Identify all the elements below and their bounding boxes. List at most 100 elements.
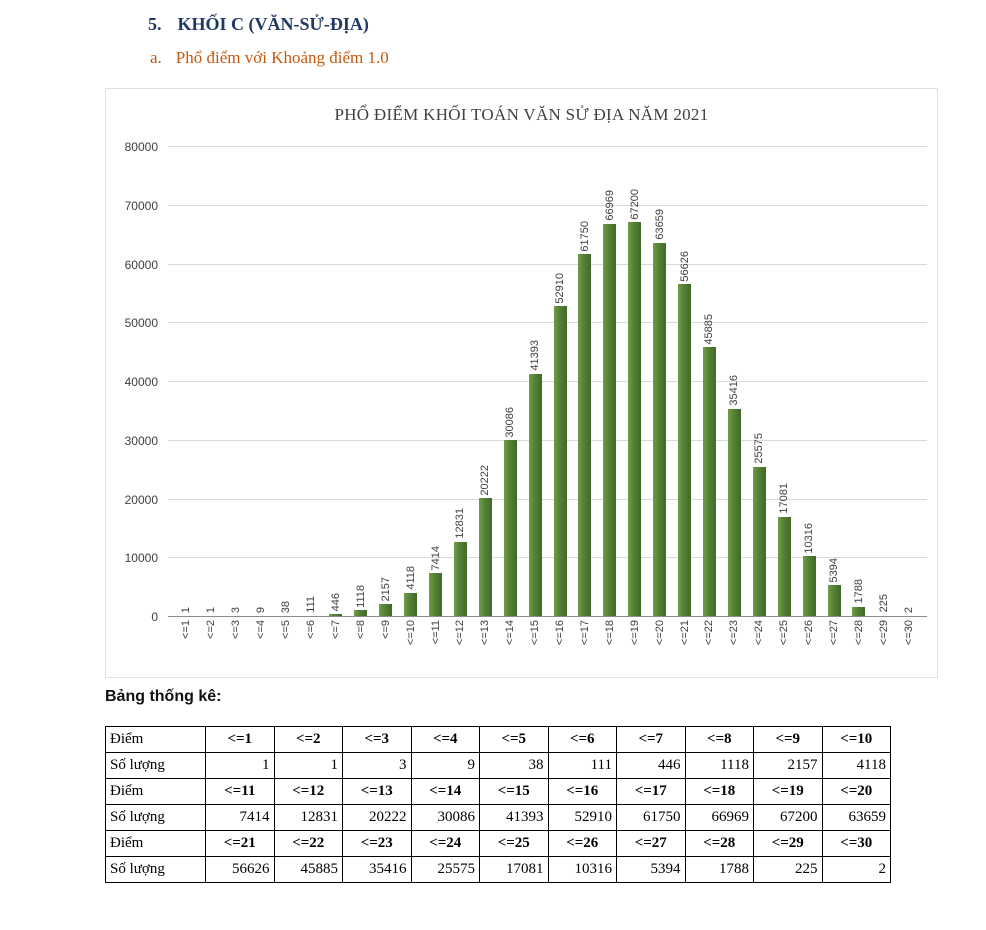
x-axis-label: <=12 bbox=[454, 620, 467, 646]
score-row-label: Điểm bbox=[105, 830, 206, 857]
subsection-letter: a. bbox=[150, 48, 162, 67]
bar-value-label: 20222 bbox=[479, 464, 492, 496]
bar-column: 1118 bbox=[348, 585, 373, 617]
x-axis-tick: <=15 bbox=[523, 620, 548, 678]
bar bbox=[453, 541, 467, 617]
gridline bbox=[168, 439, 927, 441]
bar-value-label: 4118 bbox=[404, 566, 417, 590]
bar-value-label: 3 bbox=[230, 606, 243, 613]
x-axis-label: <=30 bbox=[902, 620, 915, 646]
y-axis-label: 30000 bbox=[124, 433, 158, 448]
x-axis-tick: <=24 bbox=[747, 620, 772, 678]
bar bbox=[678, 284, 692, 617]
x-axis-tick: <=14 bbox=[498, 620, 523, 678]
score-cell: <=5 bbox=[479, 726, 549, 753]
bar-value-label: 25575 bbox=[753, 433, 766, 464]
x-axis-tick: <=23 bbox=[722, 620, 747, 678]
x-axis-label: <=22 bbox=[703, 620, 716, 646]
y-axis-label: 80000 bbox=[124, 140, 158, 154]
score-row: Điểm <=11 <=12 <=13 <=14 <=15 <=16 <=17 <=18 <=19… bbox=[105, 778, 891, 805]
x-axis-tick: <=2 bbox=[199, 620, 224, 678]
x-axis-tick: <=4 bbox=[249, 620, 274, 678]
bar-column: 30086 bbox=[498, 407, 523, 617]
count-cell: 4118 bbox=[821, 752, 891, 779]
x-axis-tick: <=8 bbox=[348, 620, 373, 678]
x-axis-label: <=3 bbox=[230, 620, 243, 639]
x-axis-tick: <=16 bbox=[548, 620, 573, 678]
x-axis-tick: <=20 bbox=[647, 620, 672, 678]
bar-value-label: 35416 bbox=[728, 375, 741, 406]
score-cell: <=16 bbox=[547, 778, 617, 805]
score-cell: <=19 bbox=[753, 778, 823, 805]
score-cell: <=3 bbox=[342, 726, 412, 753]
plot-wrap: 1 1 3 9 38 111 446 1118 2157 4118 7414 12831 20222 30… bbox=[168, 146, 927, 678]
score-cell: <=8 bbox=[684, 726, 754, 753]
bar-column: 63659 bbox=[647, 209, 672, 617]
bar-value-label: 63659 bbox=[653, 209, 666, 241]
y-axis-label: 50000 bbox=[124, 316, 158, 331]
score-cell: <=12 bbox=[273, 778, 343, 805]
bar-value-label: 446 bbox=[329, 593, 342, 612]
bar-column: 35416 bbox=[722, 375, 747, 617]
x-axis-tick: <=10 bbox=[398, 620, 423, 678]
count-row-label: Số lượng bbox=[105, 804, 206, 831]
x-axis-tick: <=11 bbox=[423, 620, 448, 678]
bar-value-label: 10316 bbox=[803, 522, 816, 554]
bar-column: 67200 bbox=[622, 189, 647, 617]
bar-column: 7414 bbox=[423, 546, 448, 617]
x-axis-tick: <=21 bbox=[672, 620, 697, 678]
y-axis-label: 20000 bbox=[124, 492, 158, 507]
x-axis-tick: <=7 bbox=[323, 620, 348, 678]
x-axis-line bbox=[168, 616, 927, 617]
score-cell: <=9 bbox=[753, 726, 823, 753]
bar-value-label: 12831 bbox=[454, 508, 467, 539]
x-axis-label: <=4 bbox=[255, 620, 268, 639]
count-row: Số lượng 7414 12831 20222 30086 41393 52910 617… bbox=[105, 804, 891, 831]
bar bbox=[777, 516, 791, 617]
y-axis-label: 70000 bbox=[124, 198, 158, 213]
bar-column: 45885 bbox=[697, 314, 722, 617]
bar bbox=[478, 498, 492, 617]
score-row: Điểm <=1 <=2 <=3 <=4 <=5 <=6 <=7 <=8 <=9 <=10 bbox=[105, 726, 891, 753]
bar bbox=[503, 440, 517, 617]
x-axis-label: <=26 bbox=[803, 620, 816, 646]
bar-column: 446 bbox=[323, 593, 348, 617]
score-cell: <=22 bbox=[273, 830, 343, 857]
bar-column: 66969 bbox=[597, 190, 622, 617]
count-cell: 56626 bbox=[205, 856, 275, 883]
bar bbox=[553, 306, 567, 617]
x-axis-label: <=17 bbox=[578, 620, 591, 646]
score-cell: <=14 bbox=[410, 778, 480, 805]
x-axis-label: <=16 bbox=[554, 620, 567, 646]
plot-area: 1 1 3 9 38 111 446 1118 2157 4118 7414 12831 20222 30… bbox=[168, 146, 927, 617]
bar bbox=[802, 556, 816, 617]
bar bbox=[329, 614, 343, 617]
x-axis-label: <=10 bbox=[404, 620, 417, 646]
count-cell: 63659 bbox=[821, 804, 891, 831]
count-cell: 67200 bbox=[753, 804, 823, 831]
count-cell: 20222 bbox=[342, 804, 412, 831]
section-heading: 5. KHỐI C (VĂN-SỬ-ĐỊA) bbox=[148, 14, 369, 35]
x-axis-label: <=29 bbox=[877, 620, 890, 646]
x-axis-label: <=5 bbox=[280, 620, 293, 639]
x-axis-label: <=8 bbox=[354, 620, 367, 639]
bar-column: 4118 bbox=[398, 566, 423, 617]
x-axis-tick: <=12 bbox=[448, 620, 473, 678]
bar bbox=[653, 243, 667, 617]
bar-value-label: 17081 bbox=[778, 483, 791, 514]
count-cell: 10316 bbox=[547, 856, 617, 883]
count-cell: 1118 bbox=[684, 752, 754, 779]
bar-column: 52910 bbox=[548, 273, 573, 617]
bar-column: 41393 bbox=[523, 340, 548, 617]
x-axis-label: <=11 bbox=[429, 620, 442, 645]
count-cell: 45885 bbox=[273, 856, 343, 883]
gridline bbox=[168, 146, 927, 147]
y-axis-label: 60000 bbox=[124, 257, 158, 272]
score-cell: <=26 bbox=[547, 830, 617, 857]
x-axis-tick: <=28 bbox=[846, 620, 871, 678]
bar bbox=[852, 606, 866, 617]
bar-value-label: 111 bbox=[304, 596, 317, 613]
bar bbox=[752, 466, 766, 617]
bar bbox=[528, 373, 542, 617]
